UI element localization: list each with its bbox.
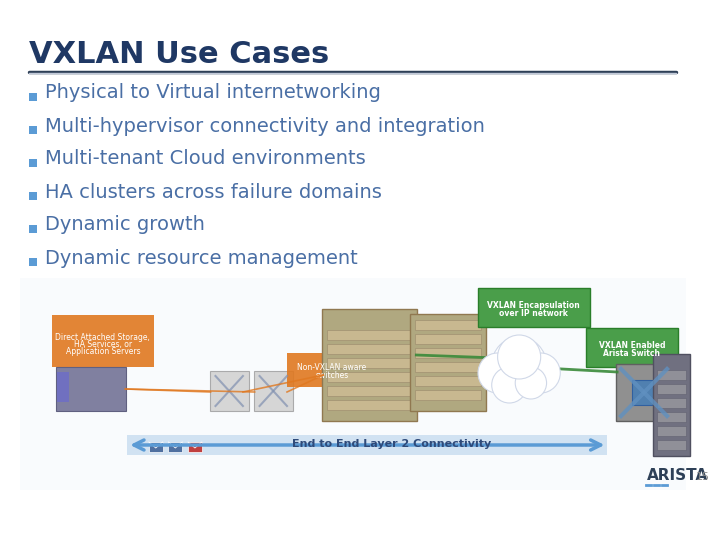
Text: Arista Switch: Arista Switch <box>603 348 660 357</box>
FancyBboxPatch shape <box>30 159 37 167</box>
Text: switches: switches <box>315 370 348 380</box>
FancyBboxPatch shape <box>657 426 685 436</box>
Text: Multi-hypervisor connectivity and integration: Multi-hypervisor connectivity and integr… <box>45 117 485 136</box>
FancyBboxPatch shape <box>410 314 486 411</box>
FancyBboxPatch shape <box>415 334 481 344</box>
Text: Non-VXLAN aware: Non-VXLAN aware <box>297 362 366 372</box>
FancyBboxPatch shape <box>56 367 126 411</box>
Text: End to End Layer 2 Connectivity: End to End Layer 2 Connectivity <box>292 439 492 449</box>
Circle shape <box>492 367 527 403</box>
Text: Application Servers: Application Servers <box>66 347 140 355</box>
FancyBboxPatch shape <box>327 330 413 340</box>
FancyBboxPatch shape <box>415 390 481 400</box>
FancyBboxPatch shape <box>287 353 377 387</box>
FancyBboxPatch shape <box>415 348 481 358</box>
FancyBboxPatch shape <box>127 435 607 455</box>
Circle shape <box>498 335 541 379</box>
FancyBboxPatch shape <box>168 442 182 452</box>
Text: Dynamic resource management: Dynamic resource management <box>45 248 358 267</box>
FancyBboxPatch shape <box>30 258 37 266</box>
Text: Multi-tenant Cloud environments: Multi-tenant Cloud environments <box>45 150 366 168</box>
Circle shape <box>478 353 517 393</box>
Text: VXLAN Enabled: VXLAN Enabled <box>598 341 665 349</box>
FancyBboxPatch shape <box>657 412 685 422</box>
FancyBboxPatch shape <box>657 384 685 394</box>
FancyBboxPatch shape <box>657 370 685 380</box>
Text: VXLAN Encapsulation: VXLAN Encapsulation <box>487 300 580 309</box>
FancyBboxPatch shape <box>327 372 413 382</box>
Text: ARISTA: ARISTA <box>647 468 708 483</box>
FancyBboxPatch shape <box>30 93 37 101</box>
Text: Physical to Virtual internetworking: Physical to Virtual internetworking <box>45 84 381 103</box>
Text: HA Services, or: HA Services, or <box>73 340 132 348</box>
Text: 15: 15 <box>696 472 709 482</box>
FancyBboxPatch shape <box>616 364 672 421</box>
FancyBboxPatch shape <box>478 288 590 327</box>
FancyBboxPatch shape <box>149 442 163 452</box>
FancyBboxPatch shape <box>653 354 690 456</box>
FancyBboxPatch shape <box>415 376 481 386</box>
FancyBboxPatch shape <box>323 309 418 421</box>
Circle shape <box>492 337 546 393</box>
FancyBboxPatch shape <box>52 315 154 367</box>
FancyBboxPatch shape <box>327 400 413 410</box>
FancyBboxPatch shape <box>30 192 37 200</box>
FancyBboxPatch shape <box>30 225 37 233</box>
FancyBboxPatch shape <box>30 126 37 134</box>
FancyBboxPatch shape <box>327 358 413 368</box>
FancyBboxPatch shape <box>327 386 413 396</box>
FancyBboxPatch shape <box>415 320 481 330</box>
Text: over IP network: over IP network <box>500 308 568 318</box>
Text: Dynamic growth: Dynamic growth <box>45 215 205 234</box>
FancyBboxPatch shape <box>657 398 685 408</box>
FancyBboxPatch shape <box>415 362 481 372</box>
FancyBboxPatch shape <box>210 371 249 411</box>
FancyBboxPatch shape <box>631 380 656 405</box>
FancyBboxPatch shape <box>19 278 685 490</box>
Text: Direct Attached Storage,: Direct Attached Storage, <box>55 333 150 341</box>
FancyBboxPatch shape <box>253 371 293 411</box>
FancyBboxPatch shape <box>586 328 678 367</box>
FancyBboxPatch shape <box>657 440 685 450</box>
FancyBboxPatch shape <box>188 442 202 452</box>
FancyBboxPatch shape <box>327 344 413 354</box>
Text: HA clusters across failure domains: HA clusters across failure domains <box>45 183 382 201</box>
Text: VXLAN Use Cases: VXLAN Use Cases <box>30 40 330 69</box>
FancyBboxPatch shape <box>57 372 68 402</box>
Circle shape <box>521 353 560 393</box>
Circle shape <box>516 367 546 399</box>
